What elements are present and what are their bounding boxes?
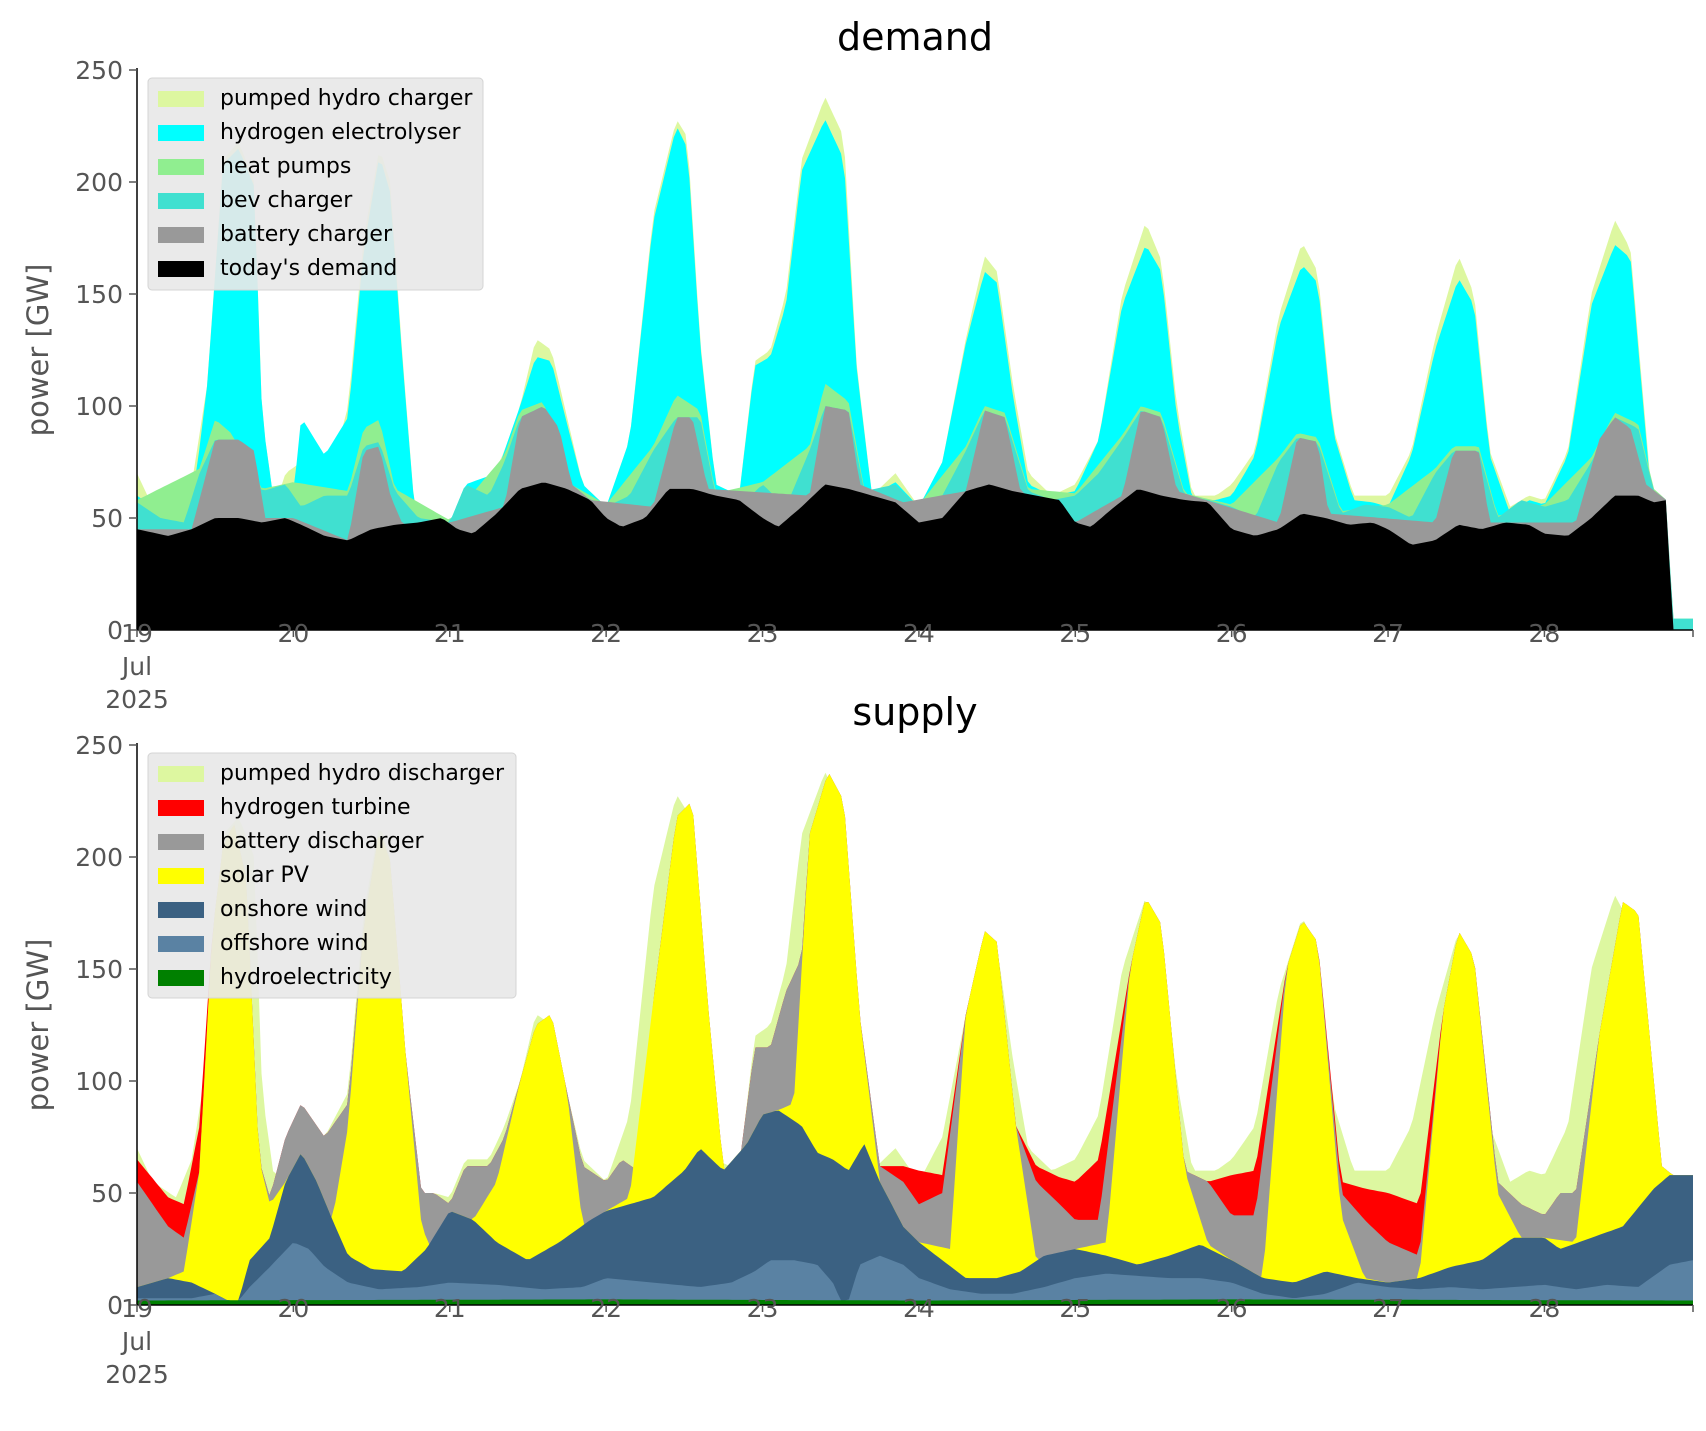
y-axis-label: power [GW] <box>21 264 55 437</box>
legend-label-offshore-wind: offshore wind <box>220 931 369 956</box>
legend-label-battery-charger: battery charger <box>220 222 393 247</box>
x-tick-label: 28 <box>1529 1294 1561 1323</box>
x-tick-label: 2025 <box>105 1360 169 1389</box>
legend-swatch-battery-charger <box>158 227 204 243</box>
legend-swatch-offshore-wind <box>158 936 204 952</box>
legend-swatch-onshore-wind <box>158 902 204 918</box>
y-tick-label: 200 <box>75 843 123 872</box>
y-axis-label: power [GW] <box>21 939 55 1112</box>
x-tick-label: 28 <box>1529 619 1561 648</box>
x-tick-label: 24 <box>903 619 935 648</box>
legend-label-hydrogen-turbine: hydrogen turbine <box>220 795 411 820</box>
y-tick-label: 250 <box>75 56 123 85</box>
x-tick-label: 19 <box>121 619 153 648</box>
legend-label-battery-discharger: battery discharger <box>220 829 425 854</box>
area-hydroelectricity <box>137 1299 1693 1305</box>
y-tick-label: 100 <box>75 1067 123 1096</box>
x-tick-label: 22 <box>590 1294 622 1323</box>
chart-title: supply <box>852 690 977 734</box>
legend-swatch-bev-charger <box>158 193 204 209</box>
legend-swatch-hydrogen-electrolyser <box>158 125 204 141</box>
x-tick-label: 20 <box>277 619 309 648</box>
x-tick-label: 27 <box>1372 1294 1404 1323</box>
legend-swatch-battery-discharger <box>158 834 204 850</box>
area-solar-pv <box>137 774 1693 1305</box>
y-tick-label: 150 <box>75 280 123 309</box>
x-tick-label: 2025 <box>105 685 169 714</box>
x-tick-label: 21 <box>434 1294 466 1323</box>
y-tick-label: 50 <box>91 504 123 533</box>
x-tick-label: 26 <box>1216 619 1248 648</box>
x-tick-label: 25 <box>1059 619 1091 648</box>
legend-swatch-pumped-hydro-charger <box>158 91 204 107</box>
y-tick-label: 250 <box>75 731 123 760</box>
legend-swatch-heat-pumps <box>158 159 204 175</box>
legend-swatch-today-s-demand <box>158 261 204 277</box>
legend-swatch-hydrogen-turbine <box>158 800 204 816</box>
plot-area <box>137 772 1693 1305</box>
legend-label-today-s-demand: today's demand <box>220 256 397 281</box>
legend: pumped hydro discharger hydrogen turbine b… <box>147 752 517 999</box>
y-tick-label: 150 <box>75 955 123 984</box>
legend-label-hydroelectricity: hydroelectricity <box>220 965 392 990</box>
legend: pumped hydro charger hydrogen electrolyse… <box>147 77 484 291</box>
y-tick-label: 100 <box>75 392 123 421</box>
legend-label-pumped-hydro-charger: pumped hydro charger <box>220 86 473 111</box>
plot-area <box>137 97 1693 631</box>
x-tick-label: 25 <box>1059 1294 1091 1323</box>
x-tick-label: 22 <box>590 619 622 648</box>
area-offshore-wind <box>137 1243 1693 1305</box>
y-tick-label: 200 <box>75 168 123 197</box>
chart-title: demand <box>837 15 993 59</box>
x-tick-label: 19 <box>121 1294 153 1323</box>
x-tick-label: 23 <box>747 619 779 648</box>
x-tick-label: Jul <box>120 652 152 681</box>
legend-box <box>147 77 484 291</box>
y-tick-label: 50 <box>91 1179 123 1208</box>
legend-label-onshore-wind: onshore wind <box>220 897 367 922</box>
x-tick-label: Jul <box>120 1327 152 1356</box>
legend-label-hydrogen-electrolyser: hydrogen electrolyser <box>220 120 461 145</box>
x-tick-label: 26 <box>1216 1294 1248 1323</box>
x-tick-label: 21 <box>434 619 466 648</box>
y-tick-label: 0 <box>107 1291 123 1320</box>
legend-label-heat-pumps: heat pumps <box>220 154 351 179</box>
y-tick-label: 0 <box>107 616 123 645</box>
legend-label-pumped-hydro-discharger: pumped hydro discharger <box>220 761 505 786</box>
legend-label-solar-pv: solar PV <box>220 863 309 888</box>
legend-label-bev-charger: bev charger <box>220 188 353 213</box>
x-tick-label: 20 <box>277 1294 309 1323</box>
legend-swatch-hydroelectricity <box>158 970 204 986</box>
x-tick-label: 27 <box>1372 619 1404 648</box>
legend-swatch-pumped-hydro-discharger <box>158 766 204 782</box>
legend-box <box>147 752 517 999</box>
x-tick-label: 24 <box>903 1294 935 1323</box>
area-today-s-demand <box>137 482 1693 630</box>
x-tick-label: 23 <box>747 1294 779 1323</box>
legend-swatch-solar-pv <box>158 868 204 884</box>
